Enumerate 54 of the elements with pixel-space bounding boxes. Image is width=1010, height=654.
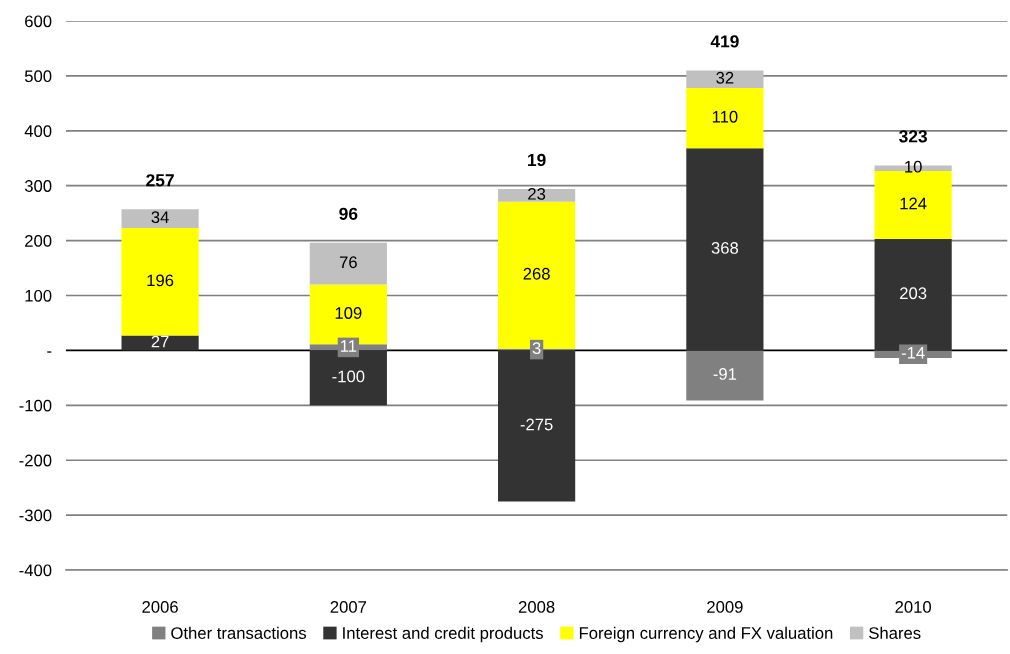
legend-label: Foreign currency and FX valuation	[579, 626, 833, 643]
data-label: 203	[900, 287, 927, 300]
data-label: 3	[532, 342, 541, 355]
data-label: 109	[335, 307, 362, 319]
bar	[686, 350, 764, 401]
data-label: 76	[339, 256, 357, 269]
bar	[121, 227, 199, 336]
y-tick-label: 600	[25, 15, 52, 28]
data-label: 32	[716, 71, 734, 84]
data-label: -14	[901, 347, 925, 359]
y-tick-label: 400	[24, 125, 52, 137]
data-label: 23	[528, 187, 546, 200]
total-label: 419	[710, 35, 739, 48]
y-tick-label: -400	[19, 564, 52, 577]
y-tick-label: -100	[19, 399, 52, 412]
bar	[309, 242, 387, 285]
bar	[121, 335, 199, 351]
bar	[686, 148, 764, 351]
legend-label: Other transactions	[171, 626, 307, 639]
y-tick-label: -200	[19, 454, 52, 467]
data-label: 27	[151, 335, 169, 348]
bar	[686, 70, 764, 88]
y-tick-label: -300	[19, 509, 52, 522]
y-tick-label: 300	[24, 180, 52, 192]
y-tick-label: 500	[24, 70, 52, 83]
data-label: -91	[713, 368, 737, 380]
y-tick-label: 200	[25, 235, 52, 247]
data-label: -100	[332, 370, 365, 383]
y-tick-label: 100	[25, 289, 52, 302]
x-tick-label: 2009	[707, 601, 743, 613]
total-label: 257	[146, 174, 174, 187]
legend-label: Shares	[869, 626, 921, 639]
bar	[686, 87, 764, 149]
total-label: 323	[899, 130, 927, 143]
data-label: 11	[340, 340, 357, 352]
y-tick-label: -	[47, 351, 52, 353]
data-label: 268	[523, 267, 550, 280]
total-label: 19	[528, 153, 546, 167]
data-label: 110	[712, 110, 738, 123]
data-label: 10	[905, 160, 922, 173]
x-tick-label: 2007	[330, 601, 367, 613]
bar	[498, 189, 576, 202]
total-label: 96	[339, 207, 358, 220]
data-label: 34	[151, 211, 169, 224]
data-label: -275	[520, 418, 553, 431]
x-tick-label: 2008	[518, 601, 555, 613]
x-tick-label: 2006	[142, 601, 178, 613]
data-label: 196	[147, 274, 174, 287]
data-label: 124	[900, 197, 927, 210]
data-label: 368	[711, 242, 739, 254]
legend-label: Interest and credit products	[343, 626, 543, 643]
x-tick-label: 2010	[895, 601, 932, 613]
bar	[121, 209, 199, 228]
bar	[309, 350, 387, 406]
